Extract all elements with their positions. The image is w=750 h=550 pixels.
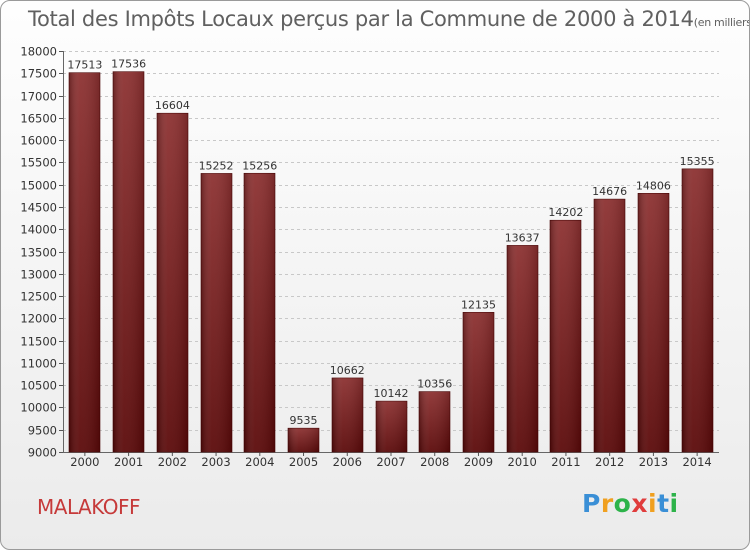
bar-2014 (681, 168, 714, 453)
logo-letter: r (600, 489, 614, 518)
bar-shading (201, 173, 232, 452)
bar-shading (463, 312, 494, 452)
x-tick-label: 2002 (158, 455, 187, 469)
y-tick-label: 11500 (20, 335, 57, 349)
bar-2013 (637, 193, 670, 453)
logo-letter: P (582, 489, 601, 518)
logo-letter: t (657, 489, 670, 518)
y-tick-label: 14000 (20, 223, 57, 237)
bar-shading (332, 377, 363, 452)
x-tick-label: 2007 (376, 455, 405, 469)
bar-shading (244, 173, 275, 452)
value-label: 10662 (330, 364, 365, 377)
bar-2011 (549, 219, 582, 453)
y-tick-label: 13500 (20, 246, 57, 260)
y-tick-label: 11000 (20, 357, 57, 371)
bar-shading (638, 193, 669, 453)
y-tick-label: 9000 (28, 446, 57, 460)
bar-shading (507, 245, 538, 452)
value-label: 9535 (290, 414, 318, 427)
x-tick-label: 2006 (333, 455, 362, 469)
bar-2007 (375, 400, 408, 453)
value-label: 14202 (548, 206, 583, 219)
value-label: 12135 (461, 298, 496, 311)
bar-2002 (156, 112, 189, 453)
axes (59, 51, 719, 456)
chart-title-text: Total des Impôts Locaux perçus par la Co… (28, 7, 694, 31)
bar-2010 (506, 245, 539, 453)
value-label: 14806 (636, 179, 671, 192)
logo-letter: i (669, 489, 679, 518)
x-tick-label: 2010 (508, 455, 537, 469)
bars (68, 71, 714, 453)
bar-2009 (462, 312, 495, 453)
x-tick-label: 2000 (70, 455, 99, 469)
bar-shading (419, 391, 450, 452)
value-label: 14676 (592, 185, 627, 198)
bar-2000 (68, 72, 101, 453)
x-tick-label: 2004 (245, 455, 274, 469)
logo-letter: i (648, 489, 658, 518)
y-tick-label: 15000 (20, 179, 57, 193)
x-tick-label: 2009 (464, 455, 493, 469)
x-tick-label: 2014 (682, 455, 711, 469)
bar-shading (157, 113, 188, 452)
x-tick-label: 2011 (551, 455, 580, 469)
y-tick-label: 16000 (20, 134, 57, 148)
y-tick-label: 16500 (20, 112, 57, 126)
proxiti-logo[interactable]: Proxiti (582, 489, 679, 518)
y-tick-label: 12500 (20, 290, 57, 304)
y-tick-label: 12000 (20, 312, 57, 326)
x-tick-label: 2008 (420, 455, 449, 469)
bar-shading (113, 71, 144, 453)
x-tick-label: 2001 (114, 455, 143, 469)
y-tick-label: 15500 (20, 156, 57, 170)
value-label: 17536 (111, 58, 146, 71)
x-tick-label: 2005 (289, 455, 318, 469)
chart-subtitle: (en milliers d'€) (693, 16, 750, 29)
labels: 9000 9500 10000 10500 11000 11500 12000 12500 13… (20, 45, 714, 470)
y-tick-label: 17000 (20, 90, 57, 104)
value-label: 13637 (505, 231, 540, 244)
logo-letter: x (631, 489, 648, 518)
bar-shading (376, 401, 407, 452)
commune-name: MALAKOFF (37, 495, 141, 519)
x-tick-label: 2013 (639, 455, 668, 469)
bar-shading (550, 220, 581, 452)
y-tick-label: 17500 (20, 67, 57, 81)
y-tick-label: 13000 (20, 268, 57, 282)
bar-2003 (200, 173, 233, 453)
bar-2012 (593, 198, 626, 453)
bar-2006 (331, 377, 364, 453)
y-tick-label: 18000 (20, 45, 57, 59)
bar-2005 (287, 427, 320, 453)
x-tick-label: 2012 (595, 455, 624, 469)
y-tick-label: 9500 (28, 424, 57, 438)
value-label: 15355 (680, 155, 715, 168)
bar-2001 (112, 71, 145, 453)
value-label: 15256 (242, 159, 277, 172)
chart-title: Total des Impôts Locaux perçus par la Co… (28, 7, 750, 31)
value-label: 17513 (67, 59, 102, 72)
y-tick-label: 14500 (20, 201, 57, 215)
value-label: 16604 (155, 99, 190, 112)
x-tick-label: 2003 (201, 455, 230, 469)
bar-shading (594, 199, 625, 452)
y-tick-label: 10000 (20, 401, 57, 415)
value-label: 10356 (417, 378, 452, 391)
bar-2008 (418, 391, 451, 453)
bar-shading (288, 428, 319, 452)
bar-2004 (243, 172, 276, 453)
bar-shading (69, 72, 100, 453)
value-label: 15252 (199, 159, 234, 172)
value-label: 10142 (374, 387, 409, 400)
logo-letter: o (613, 489, 632, 518)
bar-shading (682, 168, 713, 453)
y-tick-label: 10500 (20, 379, 57, 393)
